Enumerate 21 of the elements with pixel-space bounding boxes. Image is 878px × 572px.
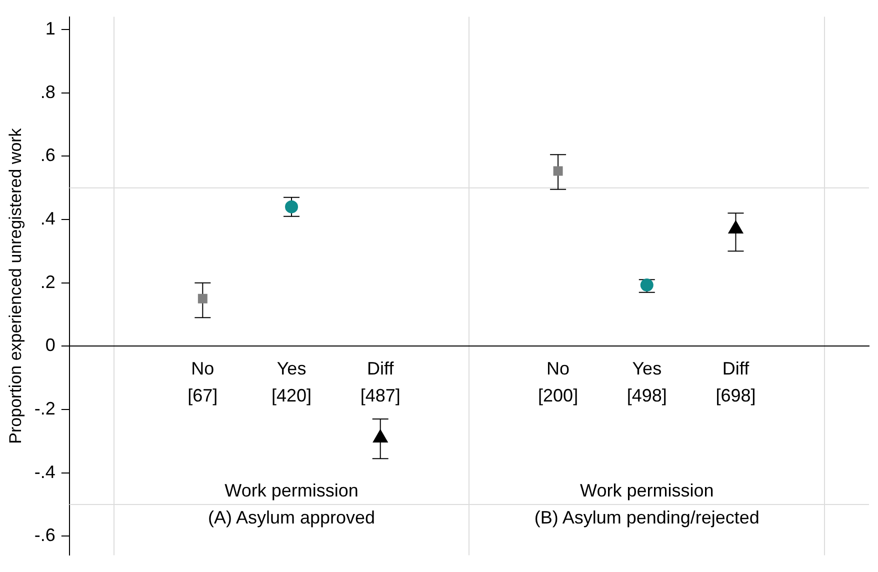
- y-tick-label: -.6: [34, 525, 56, 546]
- y-tick-label: -.2: [34, 398, 56, 418]
- x-tick-label: No [200]: [538, 358, 578, 406]
- y-tick-label: .8: [40, 82, 56, 102]
- point: [553, 166, 563, 176]
- annotation: Work permission (B) Asylum pending/rejected: [534, 480, 760, 528]
- x-tick-label: Yes [420]: [271, 358, 312, 406]
- annotation: Work permission (A) Asylum approved: [208, 480, 376, 528]
- y-tick-label: .4: [40, 208, 56, 228]
- point: [372, 430, 388, 443]
- point: [198, 294, 208, 304]
- x-tick-label: Yes [498]: [626, 358, 667, 406]
- x-tick-label: Diff [487]: [360, 358, 400, 406]
- y-tick-label: .2: [40, 272, 56, 292]
- x-tick-label: No [67]: [188, 358, 218, 406]
- x-tick-label: Diff [698]: [716, 358, 756, 406]
- y-tick-label: -.4: [34, 462, 56, 482]
- y-tick-label: 1: [45, 18, 56, 38]
- y-tick-label: .6: [40, 145, 56, 166]
- y-axis-title: Proportion experienced unregistered work: [6, 128, 25, 444]
- y-tick-label: 0: [45, 335, 56, 356]
